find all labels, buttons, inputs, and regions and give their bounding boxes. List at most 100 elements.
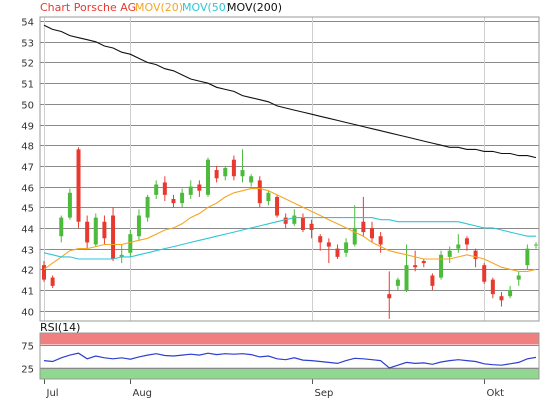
y-tick-51: 51: [21, 80, 34, 91]
y-tick-50: 50: [21, 101, 34, 112]
candle-body: [76, 149, 81, 222]
candle-body: [370, 227, 374, 239]
candle-body: [482, 265, 487, 282]
candle-body: [404, 265, 409, 290]
candle-body: [136, 215, 141, 237]
rsi-panel-frame: [39, 332, 540, 380]
candle-body: [145, 196, 150, 218]
candle-body: [154, 184, 159, 195]
candle-body: [171, 198, 176, 204]
candle-body: [516, 275, 521, 280]
candle-body: [188, 186, 193, 195]
candle-body: [309, 223, 314, 231]
candle-body: [249, 176, 254, 183]
rsi-band-overbought: [40, 333, 539, 345]
candle-body: [42, 265, 46, 280]
candle-body: [447, 250, 452, 257]
y-tick-47: 47: [21, 163, 34, 174]
candle-body: [300, 217, 305, 231]
candle-body: [93, 217, 98, 245]
legend-mov50: MOV(50): [182, 1, 230, 14]
candle-body: [59, 217, 64, 237]
candle-body: [128, 234, 133, 253]
candle-body: [111, 215, 116, 259]
candle-body: [67, 192, 72, 218]
candle-body: [102, 221, 107, 239]
y-tick-49: 49: [21, 122, 34, 133]
rsi-y-tick-25: 25: [21, 365, 34, 376]
candle-body: [162, 182, 167, 195]
candle-body: [508, 289, 513, 297]
rsi-title: RSI(14): [40, 321, 80, 334]
candle-body: [257, 180, 262, 204]
candle-body: [223, 167, 228, 177]
candle-body: [266, 192, 271, 202]
x-tick-jul: Jul: [46, 388, 59, 399]
moving-average-lines: [43, 24, 537, 272]
legend-mov20: MOV(20): [135, 1, 183, 14]
candle-body: [361, 221, 366, 233]
candle-body: [421, 261, 426, 264]
x-tick-okt: Okt: [487, 388, 505, 399]
candlesticks: [42, 147, 538, 319]
candle-body: [473, 250, 478, 259]
candle-body: [456, 244, 461, 249]
rsi-bands: [40, 333, 539, 379]
y-tick-48: 48: [21, 142, 34, 153]
candle-body: [525, 248, 530, 266]
candle-body: [490, 279, 495, 295]
rsi-y-tick-75: 75: [21, 342, 34, 353]
candle-body: [119, 254, 124, 257]
candle-body: [378, 236, 383, 245]
rsi-line: [43, 352, 537, 369]
candle-body: [214, 170, 219, 179]
candle-body: [430, 275, 435, 286]
y-tick-41: 41: [21, 287, 34, 298]
y-tick-54: 54: [21, 18, 34, 29]
candle-body: [180, 192, 185, 204]
candle-body: [464, 238, 469, 245]
rsi-y-axis: 25 75: [21, 342, 539, 376]
candle-body: [206, 159, 210, 195]
candle-body: [275, 196, 280, 216]
series-line-mov50: [43, 217, 536, 260]
candle-body: [283, 217, 288, 224]
series-line-mov200: [43, 24, 537, 159]
candle-body: [197, 184, 202, 191]
rsi-band-oversold: [40, 367, 539, 379]
rsi-series-line: [43, 352, 537, 369]
candle-body: [326, 242, 331, 247]
candle-body: [413, 265, 418, 268]
legend-title: Chart Porsche AG: [40, 1, 136, 14]
candle-body: [240, 170, 245, 177]
candle-body: [85, 221, 90, 243]
legend-mov200: MOV(200): [227, 1, 282, 14]
y-tick-43: 43: [21, 246, 34, 257]
candle-body: [395, 279, 400, 286]
candle-body: [352, 227, 357, 245]
y-tick-46: 46: [21, 184, 34, 195]
y-tick-42: 42: [21, 266, 34, 277]
y-tick-52: 52: [21, 59, 34, 70]
x-tick-aug: Aug: [133, 388, 153, 399]
candle-body: [335, 248, 340, 257]
candle-body: [50, 277, 55, 286]
candle-body: [534, 244, 538, 246]
candle-body: [387, 294, 392, 299]
x-tick-sep: Sep: [315, 388, 334, 399]
candle-body: [292, 215, 297, 224]
y-tick-40: 40: [21, 308, 34, 319]
price-y-axis: 40 41 42 43 44 45 46 47 48 49 50 51 52 53 54: [21, 18, 34, 319]
candle-body: [499, 296, 504, 301]
candle-body: [318, 236, 323, 243]
candle-body: [439, 254, 444, 278]
price-panel-frame: [39, 16, 540, 322]
price-gridlines: [40, 21, 539, 312]
candle-body: [344, 242, 349, 253]
candle-body: [231, 159, 236, 177]
y-tick-45: 45: [21, 204, 34, 215]
series-line-mov20: [43, 188, 537, 272]
y-tick-53: 53: [21, 39, 34, 50]
y-tick-44: 44: [21, 225, 34, 236]
